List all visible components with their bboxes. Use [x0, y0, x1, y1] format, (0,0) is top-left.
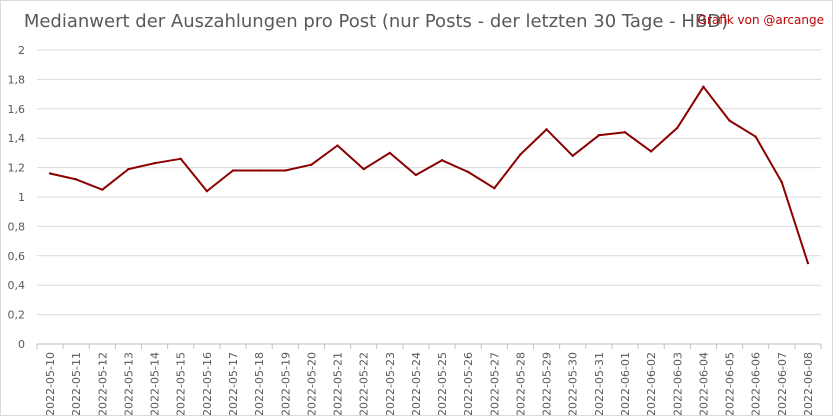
x-tick-label: 2022-05-10 — [44, 352, 57, 416]
gridlines — [37, 49, 821, 316]
x-tick-label: 2022-06-08 — [802, 352, 815, 416]
x-tick-label: 2022-06-01 — [619, 352, 632, 416]
data-point — [48, 172, 52, 175]
data-point — [362, 167, 365, 171]
y-tick-label: 0,4 — [8, 279, 26, 292]
x-tick-label: 2022-05-21 — [332, 352, 345, 416]
data-point — [205, 189, 209, 193]
x-tick-label: 2022-05-24 — [410, 352, 423, 416]
data-point — [310, 163, 313, 166]
x-tick-label: 2022-06-03 — [671, 352, 684, 416]
data-point — [336, 144, 339, 147]
y-tick-label: 1,4 — [8, 132, 26, 145]
x-tick-label: 2022-05-22 — [358, 352, 371, 416]
series-line-group — [48, 85, 810, 265]
chart-title: Medianwert der Auszahlungen pro Post (nu… — [23, 11, 729, 32]
x-tick-label: 2022-05-17 — [227, 352, 240, 416]
x-tick-label: 2022-05-27 — [488, 352, 501, 416]
x-tick-label: 2022-05-19 — [279, 352, 292, 416]
data-point — [571, 154, 574, 158]
x-tick-label: 2022-05-23 — [384, 352, 397, 416]
y-tick-label: 1,2 — [8, 162, 26, 175]
y-tick-label: 0,8 — [8, 220, 26, 233]
data-point — [649, 150, 653, 153]
chart-credit: Grafik von @arcange — [697, 13, 824, 27]
x-tick-label: 2022-05-20 — [305, 352, 318, 416]
data-point — [414, 173, 418, 177]
y-tick-label: 1,8 — [8, 73, 26, 86]
x-tick-label: 2022-05-18 — [253, 352, 266, 416]
data-point — [676, 126, 679, 130]
data-point — [780, 181, 783, 184]
y-tick-label: 0 — [18, 338, 25, 351]
data-point — [179, 157, 182, 160]
data-point — [493, 186, 496, 190]
x-tick-label: 2022-06-06 — [750, 352, 763, 416]
x-tick-label: 2022-05-25 — [436, 352, 449, 416]
x-tick-label: 2022-05-11 — [70, 352, 83, 416]
data-point — [388, 151, 391, 155]
series-line — [49, 85, 809, 264]
data-point — [623, 131, 627, 134]
x-tick-label: 2022-05-12 — [96, 352, 109, 416]
data-point — [702, 85, 705, 88]
data-point — [467, 170, 470, 174]
data-point — [754, 135, 757, 138]
data-point — [257, 169, 261, 172]
x-tick-label: 2022-06-05 — [724, 352, 737, 416]
x-tick-label: 2022-05-16 — [201, 352, 214, 416]
x-tick-label: 2022-05-15 — [175, 352, 188, 416]
data-point — [284, 169, 287, 172]
y-tick-label: 0,6 — [8, 250, 26, 263]
x-tick-label: 2022-05-26 — [462, 352, 475, 416]
x-tick-label: 2022-06-04 — [697, 352, 710, 416]
x-axis-tick-labels: 2022-05-10 2022-05-11 2022-05-12 2022-05-13… — [44, 352, 815, 416]
data-point — [231, 169, 235, 172]
data-point — [728, 119, 731, 122]
y-tick-label: 2 — [18, 44, 25, 57]
y-tick-label: 1 — [18, 191, 25, 204]
x-tick-label: 2022-05-31 — [593, 352, 606, 416]
x-tick-label: 2022-05-29 — [541, 352, 554, 416]
data-point — [440, 159, 444, 162]
data-point — [545, 128, 548, 131]
data-point — [153, 161, 156, 165]
y-tick-label: 0,2 — [8, 309, 26, 322]
data-point — [127, 167, 130, 171]
x-tick-label: 2022-05-30 — [567, 352, 580, 416]
x-tick-label: 2022-06-07 — [776, 352, 789, 416]
y-tick-label: 1,6 — [8, 103, 26, 116]
data-point — [597, 134, 601, 137]
x-tick-label: 2022-05-28 — [514, 352, 527, 416]
y-axis-tick-labels: 0 0,2 0,4 0,6 0,8 1 1,2 1,4 1,6 1,8 2 — [8, 44, 26, 351]
data-point — [806, 261, 810, 265]
x-tick-label: 2022-05-13 — [122, 352, 135, 416]
data-point — [75, 178, 78, 181]
data-point — [101, 188, 104, 191]
x-tick-label: 2022-06-02 — [645, 352, 658, 416]
x-tick-label: 2022-05-14 — [149, 352, 162, 416]
x-axis — [36, 343, 822, 349]
data-point — [519, 153, 522, 156]
